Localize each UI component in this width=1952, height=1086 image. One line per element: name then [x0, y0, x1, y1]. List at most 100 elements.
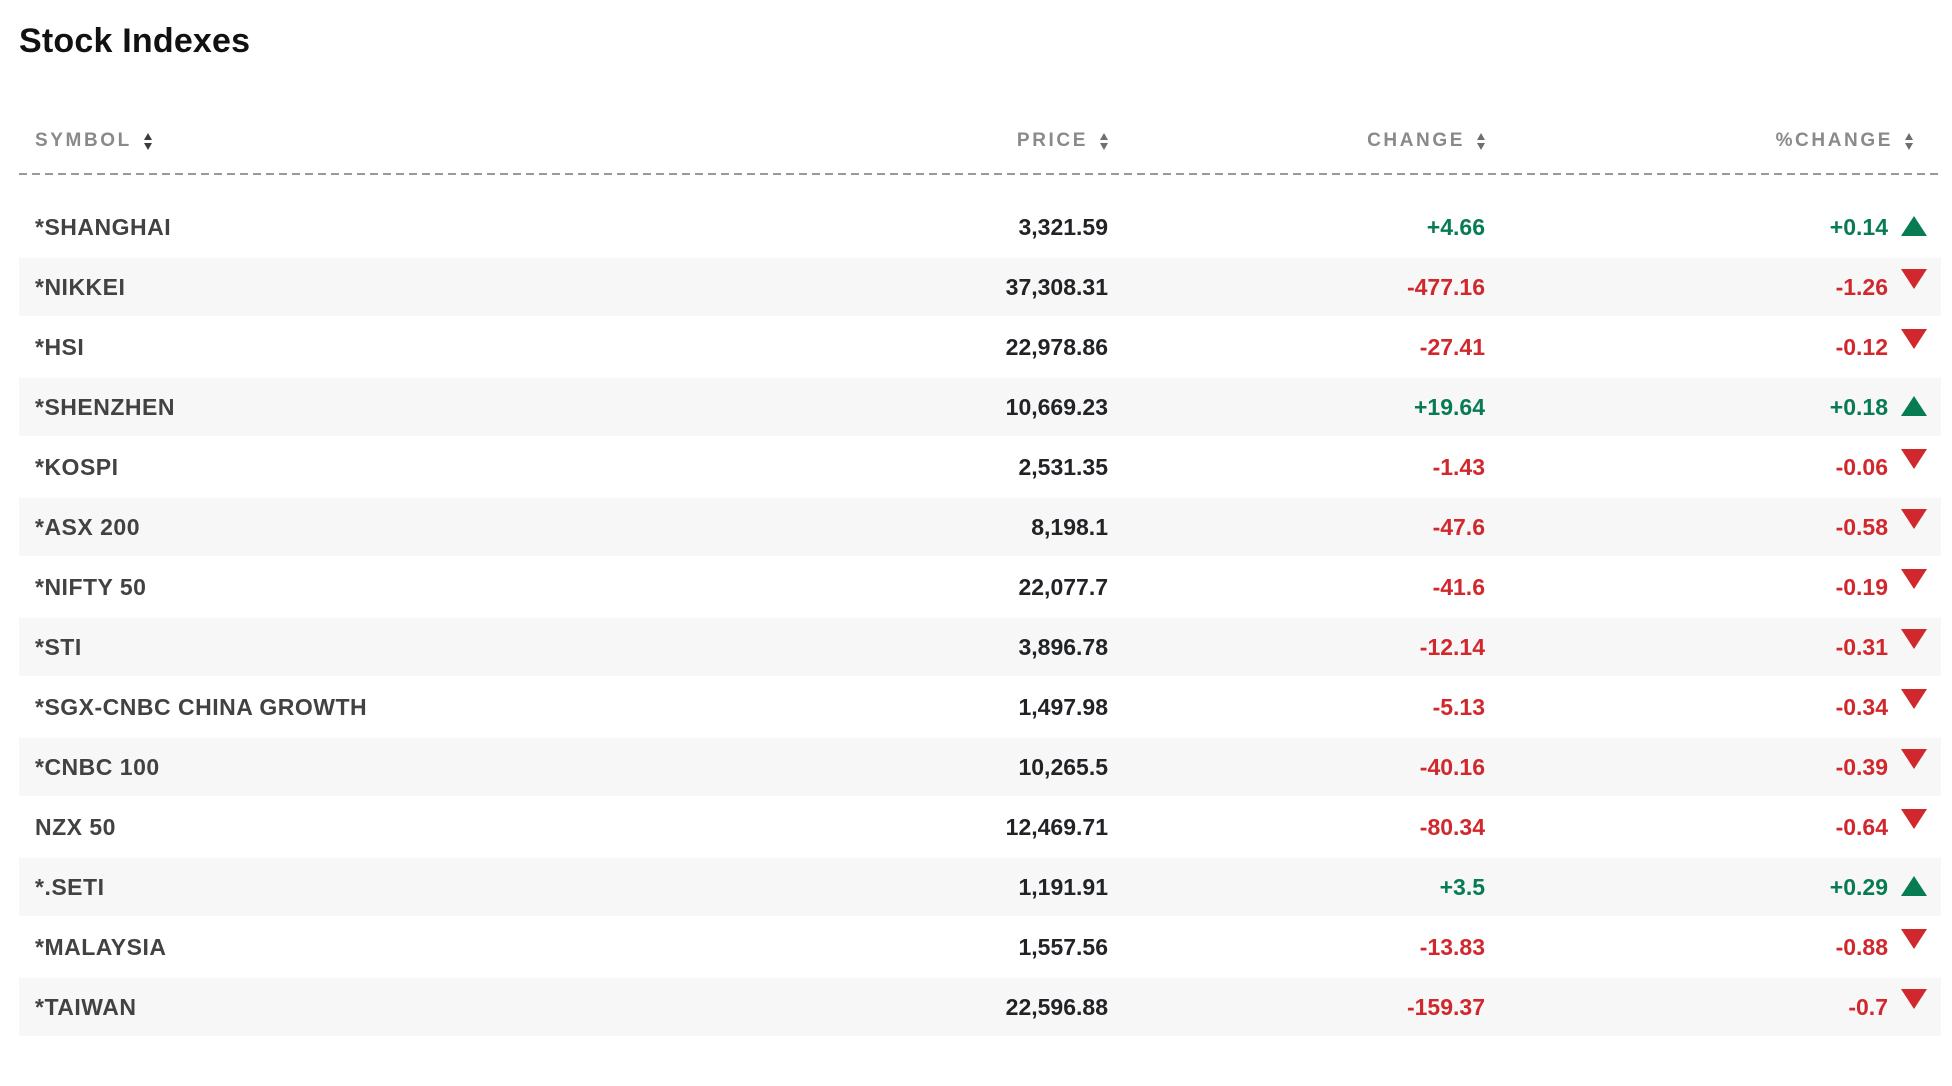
price-cell: 10,265.5 — [1018, 753, 1108, 780]
direction-icon-cell — [1901, 258, 1941, 316]
sort-arrows-icon — [1477, 132, 1485, 150]
symbol-cell: *CNBC 100 — [35, 753, 160, 780]
price-cell: 3,896.78 — [1018, 633, 1108, 660]
table-row[interactable]: *STI 3,896.78 -12.14 -0.31 — [19, 617, 1941, 677]
direction-icon-cell — [1901, 917, 1941, 977]
symbol-cell: *ASX 200 — [35, 513, 141, 540]
triangle-down-icon — [1901, 509, 1927, 529]
price-cell: 10,669.23 — [1005, 393, 1108, 420]
direction-icon-cell — [1901, 197, 1941, 257]
sort-up-icon — [1905, 132, 1913, 140]
symbol-cell: *SHENZHEN — [35, 393, 175, 420]
direction-icon-cell — [1901, 978, 1941, 1036]
symbol-cell: *HSI — [35, 333, 85, 360]
sort-up-icon — [143, 132, 152, 140]
stock-indexes-page: Stock Indexes SYMBOL PRICE CHANGE %CHANG… — [19, 20, 1941, 1037]
table-row[interactable]: *KOSPI 2,531.35 -1.43 -0.06 — [19, 437, 1941, 497]
symbol-cell: *SGX-CNBC CHINA GROWTH — [35, 693, 368, 720]
change-cell: +19.64 — [1414, 393, 1485, 420]
change-cell: -27.41 — [1419, 333, 1485, 360]
triangle-down-icon — [1901, 569, 1927, 589]
pct-change-cell: -0.12 — [1835, 333, 1888, 360]
triangle-down-icon — [1901, 809, 1927, 829]
price-cell: 1,557.56 — [1018, 933, 1108, 960]
triangle-up-icon — [1901, 876, 1927, 896]
change-cell: +4.66 — [1426, 213, 1485, 240]
triangle-up-icon — [1901, 216, 1927, 236]
pct-change-cell: -1.26 — [1835, 273, 1888, 300]
table-row[interactable]: *NIFTY 50 22,077.7 -41.6 -0.19 — [19, 557, 1941, 617]
pct-change-cell: +0.18 — [1829, 393, 1888, 420]
direction-icon-cell — [1901, 618, 1941, 676]
price-cell: 22,596.88 — [1005, 993, 1108, 1020]
pct-change-cell: -0.06 — [1835, 453, 1888, 480]
direction-icon-cell — [1901, 677, 1941, 737]
pct-change-cell: -0.19 — [1835, 573, 1888, 600]
direction-icon-cell — [1901, 797, 1941, 857]
column-header-symbol-label: SYMBOL — [35, 130, 132, 151]
column-header-price[interactable]: PRICE — [861, 130, 1121, 152]
direction-icon-cell — [1901, 557, 1941, 617]
column-header-pct-change[interactable]: %CHANGE — [1498, 130, 1941, 152]
triangle-down-icon — [1901, 629, 1927, 649]
symbol-cell: *NIKKEI — [35, 273, 126, 300]
table-row[interactable]: *TAIWAN 22,596.88 -159.37 -0.7 — [19, 977, 1941, 1037]
symbol-cell: *TAIWAN — [35, 993, 137, 1020]
table-row[interactable]: *NIKKEI 37,308.31 -477.16 -1.26 — [19, 257, 1941, 317]
table-row[interactable]: *.SETI 1,191.91 +3.5 +0.29 — [19, 857, 1941, 917]
header-divider — [19, 173, 1941, 175]
price-cell: 37,308.31 — [1005, 273, 1108, 300]
sort-arrows-icon — [143, 132, 152, 150]
table-row[interactable]: *SGX-CNBC CHINA GROWTH 1,497.98 -5.13 -0… — [19, 677, 1941, 737]
sort-arrows-icon — [1100, 132, 1108, 150]
change-cell: -159.37 — [1406, 993, 1485, 1020]
direction-icon-cell — [1901, 437, 1941, 497]
pct-change-cell: -0.88 — [1835, 933, 1888, 960]
column-header-change-label: CHANGE — [1367, 130, 1465, 151]
symbol-cell: NZX 50 — [35, 813, 116, 840]
symbol-cell: *STI — [35, 633, 82, 660]
price-cell: 1,191.91 — [1018, 873, 1108, 900]
triangle-down-icon — [1901, 689, 1927, 709]
column-header-symbol[interactable]: SYMBOL — [19, 130, 861, 152]
table-row[interactable]: *SHENZHEN 10,669.23 +19.64 +0.18 — [19, 377, 1941, 437]
change-cell: -47.6 — [1432, 513, 1485, 540]
sort-down-icon — [1905, 142, 1913, 150]
direction-icon-cell — [1901, 378, 1941, 436]
table-row[interactable]: *CNBC 100 10,265.5 -40.16 -0.39 — [19, 737, 1941, 797]
table-row[interactable]: NZX 50 12,469.71 -80.34 -0.64 — [19, 797, 1941, 857]
price-cell: 22,077.7 — [1018, 573, 1108, 600]
direction-icon-cell — [1901, 498, 1941, 556]
pct-change-cell: -0.34 — [1835, 693, 1888, 720]
table-row[interactable]: *MALAYSIA 1,557.56 -13.83 -0.88 — [19, 917, 1941, 977]
symbol-cell: *KOSPI — [35, 453, 119, 480]
table-row[interactable]: *HSI 22,978.86 -27.41 -0.12 — [19, 317, 1941, 377]
pct-change-cell: -0.64 — [1835, 813, 1888, 840]
table-header-row: SYMBOL PRICE CHANGE %CHANGE — [19, 128, 1941, 154]
change-cell: -5.13 — [1432, 693, 1485, 720]
table-row[interactable]: *SHANGHAI 3,321.59 +4.66 +0.14 — [19, 197, 1941, 257]
pct-change-cell: +0.29 — [1829, 873, 1888, 900]
page-title: Stock Indexes — [19, 22, 251, 60]
table-row[interactable]: *ASX 200 8,198.1 -47.6 -0.58 — [19, 497, 1941, 557]
column-header-price-label: PRICE — [1016, 130, 1088, 151]
sort-down-icon — [143, 142, 152, 150]
change-cell: -41.6 — [1432, 573, 1485, 600]
price-cell: 2,531.35 — [1018, 453, 1108, 480]
triangle-up-icon — [1901, 396, 1927, 416]
column-header-change[interactable]: CHANGE — [1121, 130, 1498, 152]
change-cell: -12.14 — [1419, 633, 1485, 660]
price-cell: 8,198.1 — [1031, 513, 1108, 540]
price-cell: 1,497.98 — [1018, 693, 1108, 720]
triangle-down-icon — [1901, 749, 1927, 769]
sort-up-icon — [1477, 132, 1485, 140]
pct-change-cell: -0.39 — [1835, 753, 1888, 780]
symbol-cell: *.SETI — [35, 873, 105, 900]
triangle-down-icon — [1901, 269, 1927, 289]
sort-arrows-icon — [1905, 132, 1913, 150]
price-cell: 22,978.86 — [1005, 333, 1108, 360]
triangle-down-icon — [1901, 989, 1927, 1009]
change-cell: +3.5 — [1439, 873, 1485, 900]
triangle-down-icon — [1901, 929, 1927, 949]
price-cell: 12,469.71 — [1005, 813, 1108, 840]
